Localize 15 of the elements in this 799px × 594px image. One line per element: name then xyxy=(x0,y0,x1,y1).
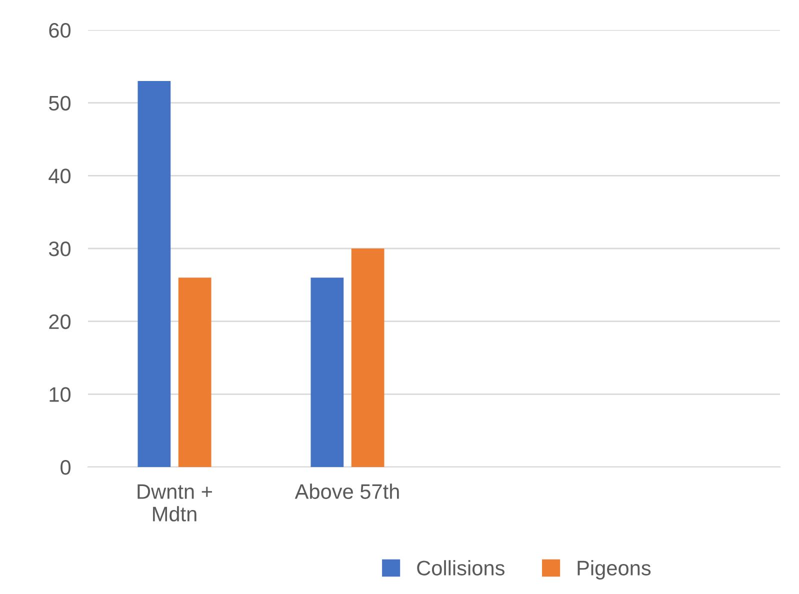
y-tick-label: 20 xyxy=(49,314,71,330)
y-tick-label: 10 xyxy=(50,387,71,402)
x-tick-label: Above 57th xyxy=(294,484,399,499)
bar xyxy=(178,278,212,467)
y-tick-label: 40 xyxy=(48,168,71,184)
legend-label: Pigeons xyxy=(578,560,651,580)
y-tick-label: 50 xyxy=(48,96,71,111)
y-tick-label: 30 xyxy=(48,242,71,256)
bar xyxy=(351,248,384,467)
y-tick-label: 0 xyxy=(60,460,71,475)
bar xyxy=(310,278,344,467)
y-tick-label: 60 xyxy=(49,23,71,38)
bar xyxy=(138,80,171,467)
x-tick-label: Dwntn + Mdtn xyxy=(138,484,212,522)
legend-label: Collisions xyxy=(417,560,504,576)
